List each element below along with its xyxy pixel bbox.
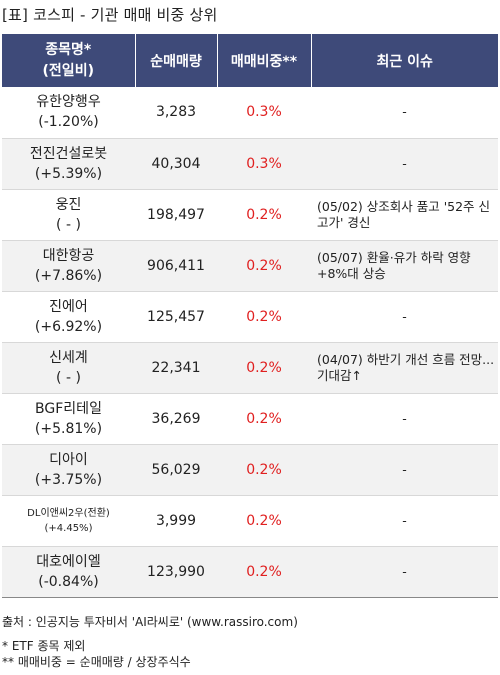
trade-ratio: 0.2%: [217, 189, 311, 241]
table-row: BGF리테일 (+5.81%) 36,269 0.2% -: [2, 393, 498, 445]
stock-name: 진에어: [49, 298, 88, 315]
table-row: 대호에이엘 (-0.84%) 123,990 0.2% -: [2, 546, 498, 598]
recent-issue: -: [311, 546, 498, 598]
trade-ratio: 0.2%: [217, 393, 311, 445]
recent-issue: -: [311, 291, 498, 343]
table-row: 유한양행우 (-1.20%) 3,283 0.3% -: [2, 87, 498, 139]
stock-name: 전진건설로봇: [29, 145, 108, 162]
recent-issue: -: [311, 495, 498, 547]
net-volume: 36,269: [135, 393, 217, 445]
net-volume: 3,999: [135, 495, 217, 547]
stock-name-cell: DL이앤씨2우(전환) (+4.45%): [2, 495, 135, 547]
trade-ratio: 0.2%: [217, 291, 311, 343]
recent-issue: (05/07) 환율·유가 하락 영향 +8%대 상승: [311, 240, 498, 292]
recent-issue: (04/07) 하반기 개선 흐름 전망...기대감↑: [311, 342, 498, 394]
stock-name: BGF리테일: [35, 400, 102, 417]
table-row: 웅진 ( - ) 198,497 0.2% (05/02) 상조회사 품고 '52…: [2, 189, 498, 241]
stock-change: (+5.39%): [34, 165, 103, 182]
stock-name: 신세계: [49, 349, 88, 366]
net-volume: 123,990: [135, 546, 217, 598]
net-volume: 198,497: [135, 189, 217, 241]
trade-ratio: 0.2%: [217, 495, 311, 547]
table-header-row: 종목명* (전일비) 순매매량 매매비중** 최근 이슈: [2, 34, 498, 87]
table-row: 전진건설로봇 (+5.39%) 40,304 0.3% -: [2, 138, 498, 190]
stock-name: 디아이: [49, 451, 88, 468]
header-name-line1: 종목명*: [45, 41, 92, 58]
stock-name-cell: 신세계 ( - ): [2, 342, 135, 394]
table-row: DL이앤씨2우(전환) (+4.45%) 3,999 0.2% -: [2, 495, 498, 547]
table-row: 대한항공 (+7.86%) 906,411 0.2% (05/07) 환율·유가 …: [2, 240, 498, 292]
net-volume: 22,341: [135, 342, 217, 394]
recent-issue: -: [311, 393, 498, 445]
table-row: 신세계 ( - ) 22,341 0.2% (04/07) 하반기 개선 흐름 전…: [2, 342, 498, 394]
stock-change: (+5.81%): [34, 420, 103, 437]
header-ratio: 매매비중**: [217, 34, 312, 87]
stock-change: ( - ): [56, 369, 81, 386]
recent-issue: -: [311, 138, 498, 190]
recent-issue: -: [311, 444, 498, 496]
stock-name-cell: 디아이 (+3.75%): [2, 444, 135, 496]
net-volume: 3,283: [135, 87, 217, 139]
stock-name: 유한양행우: [36, 94, 101, 111]
trade-ratio: 0.3%: [217, 138, 311, 190]
stock-name-cell: 웅진 ( - ): [2, 189, 135, 241]
header-name: 종목명* (전일비): [2, 34, 136, 87]
stock-name-cell: 유한양행우 (-1.20%): [2, 87, 135, 139]
stock-name-cell: 진에어 (+6.92%): [2, 291, 135, 343]
etf-exclusion-note: * ETF 종목 제외: [2, 639, 86, 653]
net-volume: 125,457: [135, 291, 217, 343]
institution-trading-table: 종목명* (전일비) 순매매량 매매비중** 최근 이슈 유한양행우 (-1.20…: [2, 34, 498, 598]
trade-ratio: 0.2%: [217, 546, 311, 598]
header-name-line2: (전일비): [42, 62, 94, 79]
stock-change: (+3.75%): [34, 471, 103, 488]
stock-name: 웅진: [55, 196, 82, 213]
stock-change: (+7.86%): [34, 267, 103, 284]
trade-ratio: 0.2%: [217, 240, 311, 292]
stock-name: 대한항공: [42, 247, 95, 264]
stock-name-cell: 대호에이엘 (-0.84%): [2, 546, 135, 598]
stock-name: 대호에이엘: [36, 553, 101, 570]
stock-change: (-0.84%): [38, 573, 99, 590]
table-title: [표] 코스피 - 기관 매매 비중 상위: [2, 6, 218, 24]
net-volume: 56,029: [135, 444, 217, 496]
source-note: 출처 : 인공지능 투자비서 'AI라씨로' (www.rassiro.com): [2, 615, 298, 629]
header-issue: 최근 이슈: [311, 34, 498, 87]
table-row: 진에어 (+6.92%) 125,457 0.2% -: [2, 291, 498, 343]
stock-name-cell: 대한항공 (+7.86%): [2, 240, 135, 292]
recent-issue: -: [311, 87, 498, 139]
ratio-definition-note: ** 매매비중 = 순매매량 / 상장주식수: [2, 655, 191, 669]
stock-change: (-1.20%): [38, 114, 99, 131]
recent-issue: (05/02) 상조회사 품고 '52주 신고가' 경신: [311, 189, 498, 241]
header-volume: 순매매량: [135, 34, 218, 87]
stock-name: DL이앤씨2우(전환): [27, 507, 110, 519]
stock-change: ( - ): [56, 216, 81, 233]
stock-change: (+4.45%): [44, 522, 93, 534]
net-volume: 906,411: [135, 240, 217, 292]
stock-name-cell: BGF리테일 (+5.81%): [2, 393, 135, 445]
trade-ratio: 0.3%: [217, 87, 311, 139]
stock-name-cell: 전진건설로봇 (+5.39%): [2, 138, 135, 190]
trade-ratio: 0.2%: [217, 342, 311, 394]
stock-change: (+6.92%): [34, 318, 103, 335]
net-volume: 40,304: [135, 138, 217, 190]
trade-ratio: 0.2%: [217, 444, 311, 496]
table-row: 디아이 (+3.75%) 56,029 0.2% -: [2, 444, 498, 496]
